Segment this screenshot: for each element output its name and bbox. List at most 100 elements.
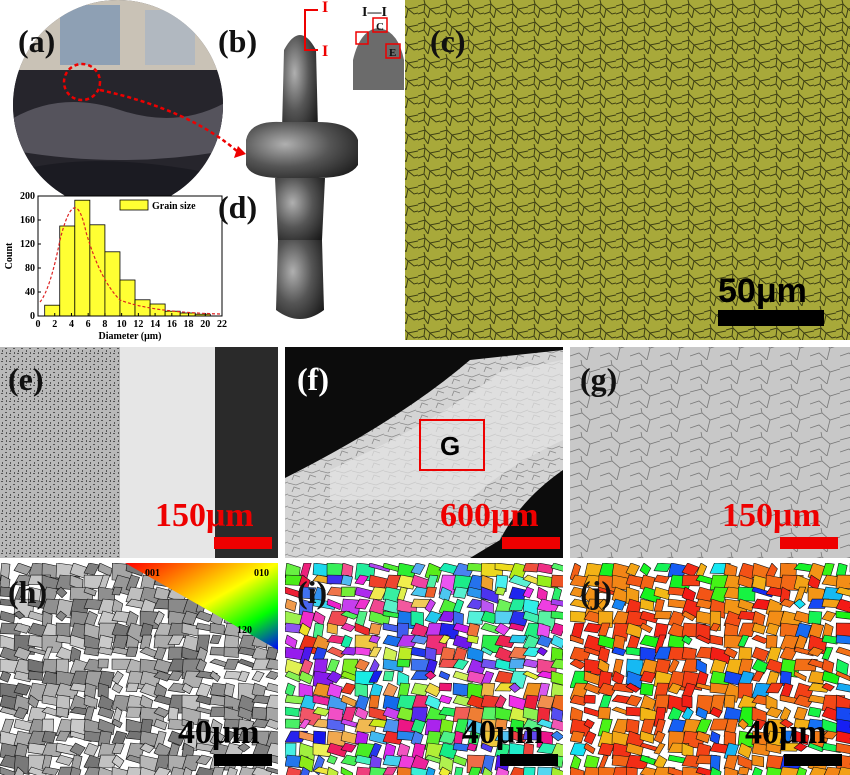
grain xyxy=(466,646,484,663)
grain xyxy=(382,634,404,648)
y-tick-label: 80 xyxy=(25,263,35,274)
grain xyxy=(438,682,453,692)
grain xyxy=(55,610,67,622)
panel-label: (g) xyxy=(580,361,617,397)
scale-bar xyxy=(214,537,272,549)
grain xyxy=(570,634,584,645)
grain xyxy=(111,742,125,755)
grain xyxy=(153,766,171,775)
grain xyxy=(523,766,536,775)
grain xyxy=(340,586,356,597)
grain xyxy=(396,766,413,775)
grain xyxy=(354,706,369,721)
grain xyxy=(167,670,184,682)
grain xyxy=(611,646,627,657)
grain xyxy=(583,742,596,755)
grain xyxy=(807,742,825,753)
grain xyxy=(653,742,666,755)
scale-bar-label: 40μm xyxy=(462,714,544,751)
grain xyxy=(625,682,641,693)
grain xyxy=(285,598,297,612)
grain xyxy=(570,766,585,775)
grain xyxy=(181,718,194,729)
grain xyxy=(368,670,383,683)
panel-label: (e) xyxy=(8,361,44,397)
grain xyxy=(0,766,15,775)
grain xyxy=(508,646,531,660)
grain xyxy=(793,718,813,730)
grain xyxy=(480,742,494,753)
grain xyxy=(793,730,810,746)
panel-label: (j) xyxy=(580,574,612,610)
grain xyxy=(97,718,116,736)
grain xyxy=(181,622,199,637)
grain xyxy=(482,766,493,775)
grain xyxy=(69,766,82,775)
grain xyxy=(265,670,278,680)
scale-bar-label: 40μm xyxy=(178,714,260,751)
grain xyxy=(639,563,652,577)
grain xyxy=(285,718,301,729)
grain xyxy=(209,634,222,645)
scale-bar xyxy=(500,754,558,766)
scale-bar xyxy=(718,310,824,326)
grain xyxy=(167,730,186,746)
grain xyxy=(508,658,526,669)
grain xyxy=(326,670,343,684)
grain xyxy=(821,634,840,645)
grain xyxy=(550,563,563,572)
region-box xyxy=(355,31,369,45)
grain xyxy=(737,586,756,602)
region-label: G xyxy=(440,431,460,461)
grain xyxy=(153,658,172,674)
grain xyxy=(625,622,643,639)
plot-frame xyxy=(37,195,223,317)
grain xyxy=(83,694,98,710)
grain xyxy=(508,598,526,612)
micrograph-f-layer xyxy=(330,360,563,500)
grain xyxy=(494,586,507,596)
region-box xyxy=(385,43,401,59)
bar xyxy=(59,225,76,317)
grain xyxy=(522,670,541,680)
grain xyxy=(737,634,750,648)
grain xyxy=(550,622,563,637)
grain xyxy=(326,598,342,611)
grain xyxy=(681,610,696,622)
grain xyxy=(326,658,340,673)
scale-bar-label: 600μm xyxy=(440,497,539,534)
grain xyxy=(639,682,654,697)
grain xyxy=(368,634,381,644)
grain xyxy=(424,670,437,681)
grain xyxy=(223,730,236,742)
grain xyxy=(195,610,214,623)
grain xyxy=(835,646,850,657)
x-tick-label: 16 xyxy=(167,319,177,330)
grain xyxy=(807,610,823,625)
grain xyxy=(237,730,256,743)
grain xyxy=(807,670,827,685)
grain xyxy=(438,634,451,645)
grain xyxy=(583,622,603,634)
grain xyxy=(126,766,142,775)
grain xyxy=(737,754,753,771)
grain xyxy=(724,766,739,775)
grain xyxy=(709,718,730,731)
grain xyxy=(226,766,238,775)
grain xyxy=(55,586,68,599)
x-tick-label: 14 xyxy=(150,319,160,330)
grain xyxy=(793,598,806,609)
grain xyxy=(181,754,201,772)
legend-swatch xyxy=(119,199,149,211)
grain xyxy=(340,718,358,728)
grain xyxy=(597,622,611,637)
grain xyxy=(793,694,815,708)
grain xyxy=(410,670,433,681)
grain xyxy=(639,598,655,612)
grain xyxy=(285,586,300,598)
section-inset xyxy=(353,28,404,90)
grain xyxy=(55,754,74,766)
grain xyxy=(838,766,850,775)
grain xyxy=(709,766,722,775)
